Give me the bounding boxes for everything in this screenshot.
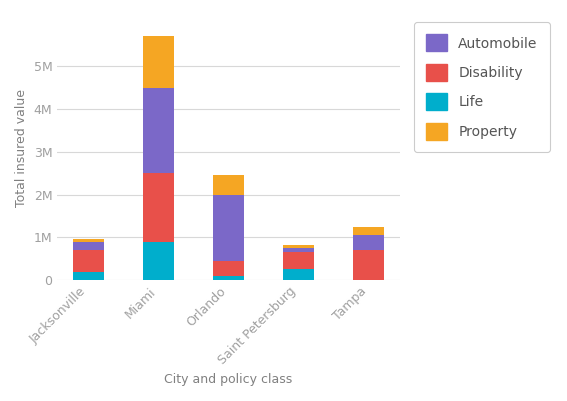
Bar <box>73 250 104 271</box>
Bar <box>283 252 314 269</box>
Bar <box>143 88 174 173</box>
Bar <box>213 194 244 261</box>
Bar <box>213 175 244 194</box>
Bar <box>353 235 384 250</box>
Legend: Automobile, Disability, Life, Property: Automobile, Disability, Life, Property <box>414 22 550 152</box>
Bar <box>73 239 104 242</box>
Y-axis label: Total insured value: Total insured value <box>15 89 28 207</box>
Bar <box>73 271 104 280</box>
Bar <box>213 261 244 276</box>
Bar <box>283 248 314 252</box>
Bar <box>213 276 244 280</box>
X-axis label: City and policy class: City and policy class <box>164 373 293 386</box>
Bar <box>283 269 314 280</box>
Bar <box>353 227 384 235</box>
Bar <box>73 242 104 250</box>
Bar <box>143 36 174 88</box>
Bar <box>143 242 174 280</box>
Bar <box>143 173 174 242</box>
Bar <box>283 245 314 248</box>
Bar <box>353 250 384 280</box>
